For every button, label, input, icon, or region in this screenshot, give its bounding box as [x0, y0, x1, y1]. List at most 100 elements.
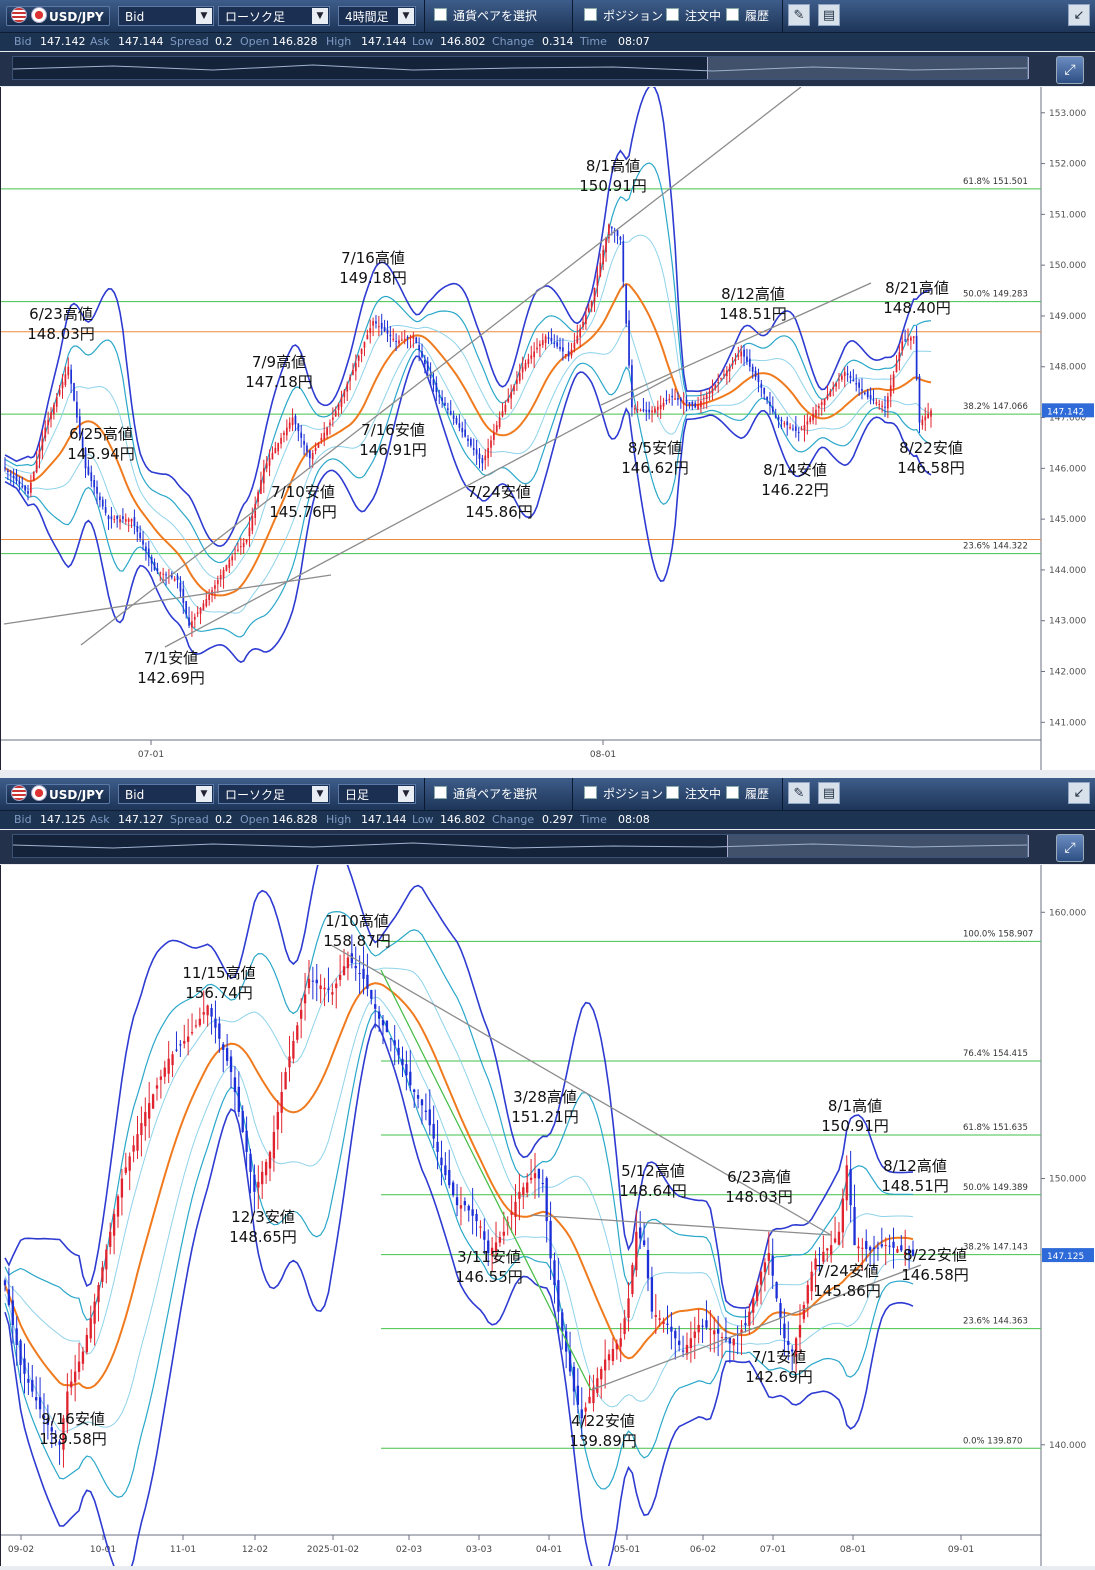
annotation-date: 6/25高値 — [69, 425, 133, 443]
candle-body — [183, 1040, 186, 1044]
candle-body — [872, 399, 875, 401]
position-toggle[interactable]: ポジション — [584, 784, 666, 804]
candle-body — [530, 355, 533, 359]
candle-body — [352, 369, 354, 375]
candle-body — [759, 1271, 763, 1285]
annotation-date: 5/12高値 — [621, 1162, 685, 1180]
candle-body — [3, 1280, 7, 1286]
candle-body — [409, 337, 412, 339]
candle-body — [119, 519, 121, 523]
candle-body — [251, 515, 254, 531]
checkbox[interactable] — [584, 786, 597, 799]
candle-body — [553, 1260, 556, 1286]
chart-area[interactable]: 160.000 150.000 140.000 09-02 10-01 11-01 12-0… — [0, 836, 1095, 1570]
candle-body — [720, 1336, 724, 1338]
candle-body — [461, 428, 464, 433]
candle-body — [326, 427, 328, 436]
chart-type-select[interactable]: ローソク足 ▼ — [218, 6, 330, 26]
candle-body — [734, 359, 737, 362]
candle-body — [377, 1011, 381, 1019]
current-price-tag — [1042, 403, 1094, 418]
candle-body — [576, 1385, 580, 1405]
candle-body — [182, 588, 185, 603]
pair-selector[interactable]: USD/JPY — [6, 6, 110, 26]
navigator: ⤢ — [0, 52, 1095, 86]
pair-selector[interactable]: USD/JPY — [6, 784, 110, 804]
candle-body — [452, 415, 455, 419]
candle-body — [475, 1213, 478, 1222]
candle-body — [288, 422, 291, 429]
timeframe-select[interactable]: 日足 ▼ — [338, 784, 416, 804]
window-icon[interactable]: ▤ — [818, 782, 840, 804]
annotation-date: 7/1安値 — [752, 1348, 806, 1366]
draw-tool-icon[interactable]: ✎ — [788, 4, 810, 26]
candle-body — [229, 1056, 233, 1073]
candle-body — [585, 314, 587, 325]
navigator-track[interactable] — [12, 56, 1029, 80]
candle-body — [144, 1111, 147, 1127]
candle-body — [775, 1282, 778, 1299]
navigator-window[interactable] — [707, 57, 1029, 79]
candle-body — [84, 448, 87, 469]
y-tick-label: 150.000 — [1049, 1175, 1086, 1185]
candle-body — [377, 326, 380, 328]
candle-body — [50, 412, 52, 420]
chart-area[interactable]: 153.000 152.000 151.000 150.000 149.000 148.0… — [0, 84, 1095, 770]
candle-body — [120, 1178, 124, 1198]
candle-body — [424, 1110, 428, 1112]
candle-body — [412, 336, 415, 339]
candle-body — [832, 387, 835, 389]
chart-type-select[interactable]: ローソク足 ▼ — [218, 784, 330, 804]
checkbox[interactable] — [434, 786, 447, 799]
candle-body — [403, 338, 406, 340]
position-toggle[interactable]: ポジション — [584, 6, 666, 26]
bollinger-band-1sigma-up — [4, 962, 914, 1355]
price-type-select[interactable]: Bid ▼ — [118, 784, 214, 804]
candle-body — [708, 391, 711, 394]
checkbox[interactable] — [434, 8, 447, 21]
candle-body — [73, 1371, 77, 1383]
candle-body — [101, 499, 104, 507]
price-type-select[interactable]: Bid ▼ — [118, 6, 214, 26]
orders-toggle[interactable]: 注文中 — [666, 784, 726, 804]
draw-tool-icon[interactable]: ✎ — [788, 782, 810, 804]
candle-body — [904, 339, 906, 341]
navigator-window[interactable] — [727, 835, 1029, 857]
candle-body — [300, 432, 303, 438]
candle-body — [418, 345, 420, 351]
timeframe-label: 日足 — [345, 788, 370, 802]
checkbox[interactable] — [726, 786, 739, 799]
candle-body — [424, 359, 426, 365]
candle-body — [580, 1409, 583, 1419]
expand-icon[interactable]: ⤢ — [1056, 834, 1084, 862]
history-toggle[interactable]: 履歴 — [726, 784, 780, 804]
candle-body — [521, 366, 524, 373]
candle-body — [323, 432, 326, 440]
detach-icon[interactable]: ↙ — [1068, 4, 1090, 26]
select-pair-toggle[interactable]: 通貨ペアを選択 — [434, 784, 564, 804]
candle-body — [342, 966, 346, 976]
candle-body — [478, 453, 481, 459]
candle-body — [769, 401, 771, 406]
annotation-price: 148.51円 — [719, 305, 787, 323]
candle-body — [709, 1328, 712, 1330]
candle-body — [682, 402, 685, 405]
checkbox[interactable] — [584, 8, 597, 21]
orders-toggle[interactable]: 注文中 — [666, 6, 726, 26]
checkbox[interactable] — [666, 786, 679, 799]
candle-body — [406, 337, 409, 339]
candle-body — [272, 1131, 276, 1159]
timeframe-select[interactable]: 4時間足 ▼ — [338, 6, 416, 26]
select-pair-toggle[interactable]: 通貨ペアを選択 — [434, 6, 564, 26]
checkbox[interactable] — [666, 8, 679, 21]
candle-body — [85, 1334, 89, 1353]
candle-body — [587, 307, 590, 312]
high-value: 147.144 — [361, 35, 407, 48]
navigator-track[interactable] — [12, 834, 1029, 858]
chart-type-label: ローソク足 — [225, 10, 286, 24]
detach-icon[interactable]: ↙ — [1068, 782, 1090, 804]
history-toggle[interactable]: 履歴 — [726, 6, 780, 26]
window-icon[interactable]: ▤ — [818, 4, 840, 26]
expand-icon[interactable]: ⤢ — [1056, 56, 1084, 84]
checkbox[interactable] — [726, 8, 739, 21]
